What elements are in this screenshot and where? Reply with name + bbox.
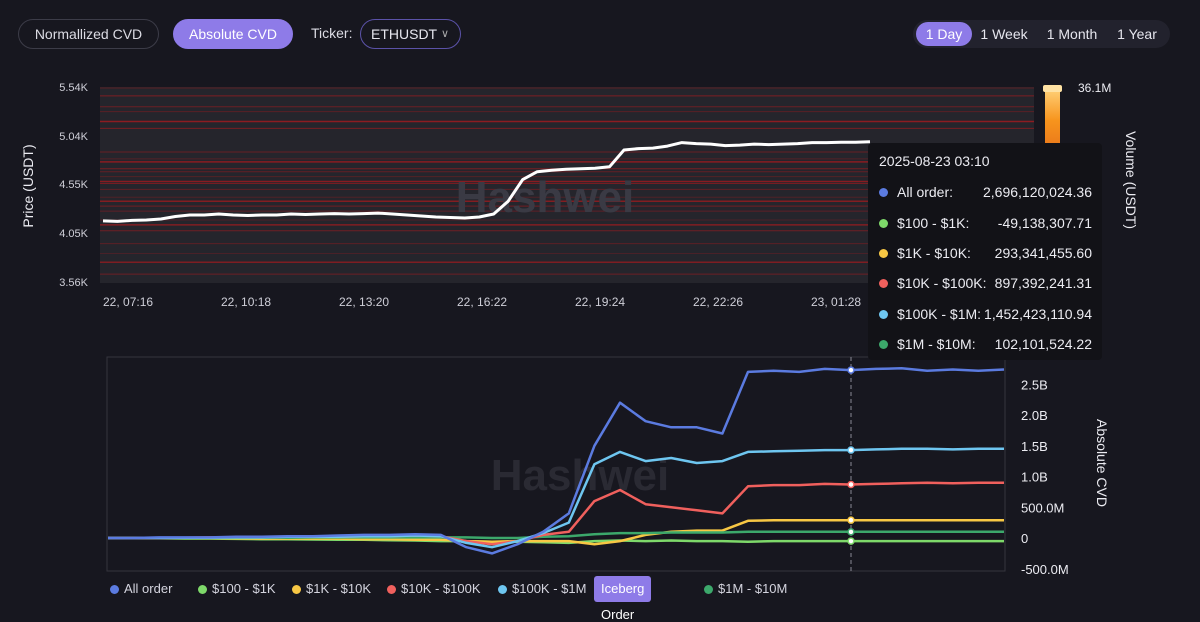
- iceberg-order-badge[interactable]: Iceberg Order: [594, 576, 652, 622]
- tooltip-row-100-1k: $100 - $1K: -49,138,307.71: [868, 214, 1102, 234]
- legend-label: All order: [124, 581, 173, 596]
- legend-item-1k-10k[interactable]: $1K - $10K: [292, 576, 371, 602]
- range-1-week[interactable]: 1 Week: [980, 26, 1028, 42]
- cvd-y-tick: 1.0B: [1021, 470, 1048, 485]
- range-1-year[interactable]: 1 Year: [1117, 26, 1157, 42]
- tooltip-row-name: $1K - $10K:: [897, 245, 971, 261]
- tooltip-row-value: 1,452,423,110.94: [984, 306, 1092, 322]
- crosshair-point: [847, 537, 855, 545]
- tooltip-row-value: 293,341,455.60: [994, 245, 1092, 261]
- crosshair-point: [847, 366, 855, 374]
- tooltip-row-1k-10k: $1K - $10K: 293,341,455.60: [868, 244, 1102, 264]
- price-y-tick: 4.05K: [59, 228, 88, 240]
- tooltip-row-name: $100 - $1K:: [897, 215, 970, 231]
- watermark-cvd: Hashwei: [491, 451, 670, 500]
- crosshair-point: [847, 480, 855, 489]
- tooltip-row-value: -49,138,307.71: [997, 215, 1092, 231]
- watermark: Hashwei: [456, 173, 635, 222]
- volume-scale-handle[interactable]: [1043, 85, 1062, 92]
- cvd-chart[interactable]: Hashwei 2.5B 2.0B 1.5B 1.0B 500.0M 0 -500.0M A…: [0, 345, 1200, 575]
- cvd-y-tick: 500.0M: [1021, 500, 1064, 515]
- tooltip-dot: [879, 340, 888, 349]
- tooltip-dot: [879, 188, 888, 197]
- tooltip-dot: [879, 310, 888, 319]
- cvd-y-tick: -500.0M: [1021, 562, 1069, 575]
- ticker-label: Ticker:: [311, 25, 353, 41]
- price-x-tick: 22, 07:16: [103, 295, 153, 309]
- legend-item-all-order[interactable]: All order: [110, 576, 172, 602]
- crosshair-point: [847, 516, 855, 524]
- range-1-month[interactable]: 1 Month: [1046, 26, 1098, 42]
- absolute-cvd-button[interactable]: Absolute CVD: [173, 19, 293, 49]
- legend-label: $1K - $10K: [306, 581, 372, 596]
- tooltip-row-1m-10m: $1M - $10M: 102,101,524.22: [868, 335, 1102, 355]
- cvd-y-tick: 2.5B: [1021, 377, 1048, 392]
- legend-dot: [704, 585, 713, 594]
- legend-item-1m-10m[interactable]: $1M - $10M: [704, 576, 787, 602]
- range-1-day[interactable]: 1 Day: [916, 22, 972, 46]
- price-x-tick: 22, 19:24: [575, 295, 625, 309]
- legend-item-10k-100k[interactable]: $10K - $100K: [387, 576, 481, 602]
- legend-label: $100K - $1M: [512, 581, 587, 596]
- tooltip-row-name: $10K - $100K:: [897, 275, 987, 291]
- price-y-tick: 4.55K: [59, 179, 88, 191]
- ticker-select[interactable]: ETHUSDT ∨: [360, 19, 461, 49]
- tooltip-row-name: $1M - $10M:: [897, 336, 976, 352]
- tooltip-row-value: 2,696,120,024.36: [983, 184, 1092, 200]
- tooltip-row-all-order: All order: 2,696,120,024.36: [868, 183, 1102, 203]
- legend-item-100k-1m[interactable]: $100K - $1M: [498, 576, 586, 602]
- tooltip-time: 2025-08-23 03:10: [879, 153, 990, 169]
- tooltip-dot: [879, 219, 888, 228]
- price-axis-label: Price (USDT): [20, 144, 36, 227]
- price-y-tick: 3.56K: [59, 277, 88, 289]
- legend-item-100-1k[interactable]: $100 - $1K: [198, 576, 276, 602]
- price-x-tick: 22, 22:26: [693, 295, 743, 309]
- tooltip-row-value: 102,101,524.22: [994, 336, 1092, 352]
- price-x-tick: 23, 01:28: [811, 295, 861, 309]
- tooltip-row-10k-100k: $10K - $100K: 897,392,241.31: [868, 274, 1102, 294]
- crosshair-point: [847, 446, 855, 454]
- tooltip: 2025-08-23 03:10 All order: 2,696,120,02…: [868, 143, 1102, 360]
- chevron-down-icon: ∨: [440, 28, 449, 40]
- cvd-y-tick: 2.0B: [1021, 408, 1048, 423]
- legend-dot: [498, 585, 507, 594]
- legend-dot: [198, 585, 207, 594]
- time-range-group: 1 Day 1 Week 1 Month 1 Year: [913, 20, 1170, 48]
- price-y-tick: 5.54K: [59, 82, 88, 94]
- tooltip-dot: [879, 249, 888, 258]
- legend-label: $10K - $100K: [401, 581, 481, 596]
- ticker-value: ETHUSDT: [371, 26, 438, 42]
- volume-max-label: 36.1M: [1078, 81, 1111, 95]
- crosshair-point: [847, 528, 855, 536]
- volume-axis-label: Volume (USDT): [1123, 131, 1139, 229]
- volume-scale-bar[interactable]: [1045, 88, 1060, 153]
- cvd-y-tick: 1.5B: [1021, 439, 1048, 454]
- price-line: [102, 140, 871, 223]
- price-x-tick: 22, 13:20: [339, 295, 389, 309]
- legend-dot: [292, 585, 301, 594]
- tooltip-row-name: $100K - $1M:: [897, 306, 982, 322]
- legend-label: $100 - $1K: [212, 581, 276, 596]
- tooltip-row-value: 897,392,241.31: [994, 275, 1092, 291]
- price-x-tick: 22, 10:18: [221, 295, 271, 309]
- tooltip-dot: [879, 279, 888, 288]
- price-y-tick: 5.04K: [59, 131, 88, 143]
- cvd-axis-label: Absolute CVD: [1094, 419, 1110, 507]
- legend-dot: [110, 585, 119, 594]
- normalized-cvd-button[interactable]: Normallized CVD: [18, 19, 159, 49]
- cvd-y-tick: 0: [1021, 531, 1028, 546]
- tooltip-row-name: All order:: [897, 184, 954, 200]
- price-x-tick: 22, 16:22: [457, 295, 507, 309]
- legend-label: $1M - $10M: [718, 581, 788, 596]
- legend-dot: [387, 585, 396, 594]
- tooltip-row-100k-1m: $100K - $1M: 1,452,423,110.94: [868, 305, 1102, 325]
